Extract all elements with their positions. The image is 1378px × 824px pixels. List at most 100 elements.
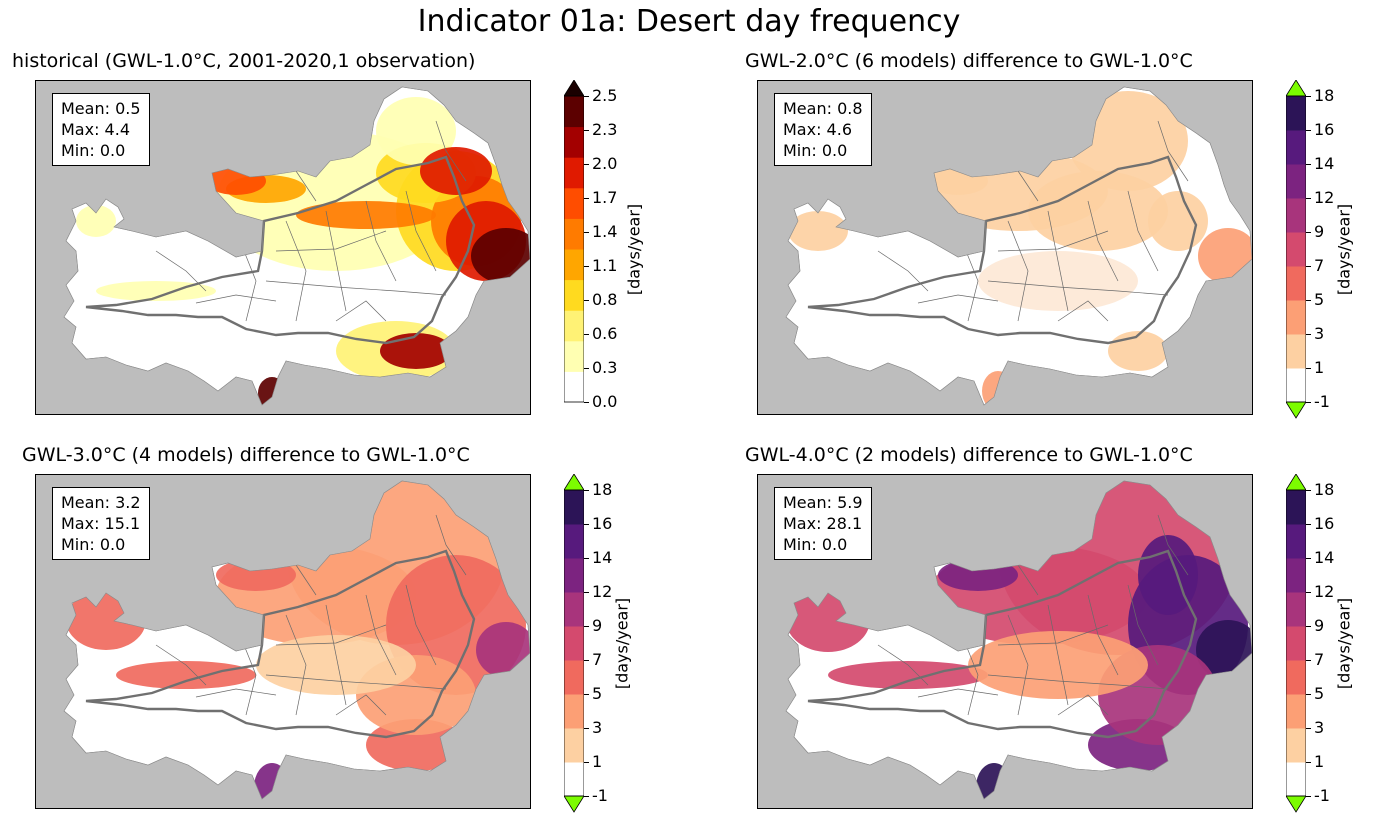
colorbar-tick-label: 1 bbox=[1305, 752, 1325, 771]
stat-max: Max: 4.4 bbox=[61, 120, 130, 139]
colorbar-tick-label: 0.8 bbox=[583, 290, 618, 309]
region-map-svg bbox=[63, 480, 530, 800]
panel-title-gwl3: GWL-3.0°C (4 models) difference to GWL-1… bbox=[22, 444, 470, 466]
value-patch bbox=[1108, 331, 1168, 371]
colorbar-tick-label: 12 bbox=[583, 582, 613, 601]
value-patch bbox=[1148, 191, 1208, 251]
value-patch bbox=[256, 635, 416, 695]
colorbar-svg bbox=[1286, 80, 1306, 419]
colorbar-extend-min bbox=[564, 795, 584, 813]
colorbar-tick-label: 5 bbox=[583, 684, 603, 703]
district-boundary bbox=[275, 624, 387, 646]
district-boundary bbox=[1017, 564, 1039, 596]
district-boundary bbox=[405, 190, 437, 272]
district-boundary bbox=[1087, 594, 1119, 676]
colorbar-tick-label: 9 bbox=[1305, 222, 1325, 241]
district-boundary bbox=[1127, 584, 1159, 666]
region-map-svg bbox=[785, 480, 1252, 800]
colorbar-extend-min bbox=[1286, 795, 1306, 813]
colorbar-segment bbox=[1286, 96, 1306, 131]
colorbar-extend-max bbox=[1286, 474, 1306, 491]
colorbar-segment bbox=[564, 524, 584, 559]
value-patch bbox=[76, 205, 116, 237]
map-gwl2: Mean: 0.8 Max: 4.6 Min: 0.0 bbox=[757, 80, 1253, 415]
district-boundary bbox=[295, 564, 317, 596]
panel-title-historical: historical (GWL-1.0°C, 2001-2020,1 obser… bbox=[12, 50, 476, 72]
colorbar-tick-label: 16 bbox=[1305, 514, 1335, 533]
colorbar-segment bbox=[564, 762, 584, 797]
district-boundary bbox=[1017, 170, 1039, 202]
colorbar-tick-label: 18 bbox=[1305, 480, 1335, 499]
district-boundary bbox=[265, 280, 447, 296]
colorbar-segment bbox=[564, 592, 584, 627]
colorbar-svg bbox=[1286, 474, 1306, 813]
colorbar-segment bbox=[564, 694, 584, 729]
colorbar-tick-label: 12 bbox=[1305, 188, 1335, 207]
value-patch bbox=[1028, 171, 1168, 251]
colorbar-segment bbox=[564, 126, 584, 158]
district-boundary bbox=[987, 674, 1169, 690]
colorbar-segment bbox=[1286, 728, 1306, 763]
colorbar-segment bbox=[564, 558, 584, 593]
colorbar-segment bbox=[564, 218, 584, 250]
district-boundary bbox=[1127, 190, 1159, 272]
colorbar-segment bbox=[1286, 626, 1306, 661]
colorbar-tick-label: 7 bbox=[1305, 256, 1325, 275]
colorbar-label: [days/year] bbox=[1334, 597, 1354, 690]
value-patch bbox=[254, 763, 290, 799]
value-patch bbox=[206, 167, 266, 195]
national-border bbox=[85, 549, 476, 739]
stat-max: Max: 28.1 bbox=[783, 514, 863, 533]
colorbar-gwl4: 18 16 14 12 9 7 5 3 1 -1 [days/year] bbox=[1286, 474, 1354, 814]
colorbar-tick-label: 0.3 bbox=[583, 358, 618, 377]
colorbar-segment bbox=[564, 490, 584, 525]
stat-mean: Mean: 5.9 bbox=[783, 493, 863, 512]
colorbar-segment bbox=[1286, 232, 1306, 267]
colorbar-segment bbox=[564, 371, 584, 403]
value-patch bbox=[786, 588, 870, 652]
district-boundary bbox=[1007, 220, 1029, 322]
region-outline bbox=[785, 86, 1252, 406]
colorbar-tick-label: 16 bbox=[1305, 120, 1335, 139]
district-boundary bbox=[335, 300, 387, 322]
district-boundary bbox=[405, 584, 437, 666]
colorbar-segment bbox=[1286, 490, 1306, 525]
stat-max: Max: 4.6 bbox=[783, 120, 852, 139]
district-boundary bbox=[1007, 614, 1029, 716]
colorbar-tick-label: 3 bbox=[583, 718, 603, 737]
stat-min: Min: 0.0 bbox=[783, 141, 848, 160]
colorbar-tick-label: 7 bbox=[1305, 650, 1325, 669]
colorbar-segment bbox=[1286, 762, 1306, 797]
district-boundary bbox=[335, 694, 387, 716]
value-patch bbox=[366, 719, 466, 771]
district-boundary bbox=[1157, 120, 1189, 182]
colorbar-tick-label: -1 bbox=[1306, 786, 1330, 805]
colorbar-tick-label: 1.1 bbox=[583, 256, 618, 275]
colorbar-segment bbox=[1286, 266, 1306, 301]
district-boundary bbox=[1057, 694, 1109, 716]
district-boundary bbox=[997, 624, 1109, 646]
colorbar-segment bbox=[564, 187, 584, 219]
stat-max: Max: 15.1 bbox=[61, 514, 141, 533]
stats-box: Mean: 0.5 Max: 4.4 Min: 0.0 bbox=[52, 93, 150, 166]
stat-min: Min: 0.0 bbox=[61, 535, 126, 554]
map-gwl3: Mean: 3.2 Max: 15.1 Min: 0.0 bbox=[35, 474, 531, 809]
colorbar-tick-label: 5 bbox=[1305, 290, 1325, 309]
district-boundary bbox=[1157, 514, 1189, 576]
colorbar-svg bbox=[564, 474, 584, 813]
district-boundary bbox=[285, 614, 307, 716]
colorbar-tick-label: 16 bbox=[583, 514, 613, 533]
colorbar-segment bbox=[1286, 368, 1306, 403]
colorbar-tick-label: 14 bbox=[1305, 548, 1335, 567]
colorbar-tick-label: -1 bbox=[584, 786, 608, 805]
district-boundary bbox=[1047, 604, 1069, 706]
district-boundary bbox=[325, 604, 347, 706]
colorbar-segment bbox=[564, 279, 584, 311]
stats-box: Mean: 0.8 Max: 4.6 Min: 0.0 bbox=[774, 93, 872, 166]
district-boundary bbox=[1047, 210, 1069, 312]
colorbar-label: [days/year] bbox=[1334, 203, 1354, 296]
colorbar-tick-label: 3 bbox=[1305, 718, 1325, 737]
colorbar-tick-label: 9 bbox=[583, 616, 603, 635]
colorbar-tick-label: -1 bbox=[1306, 392, 1330, 411]
stat-mean: Mean: 0.8 bbox=[783, 99, 863, 118]
